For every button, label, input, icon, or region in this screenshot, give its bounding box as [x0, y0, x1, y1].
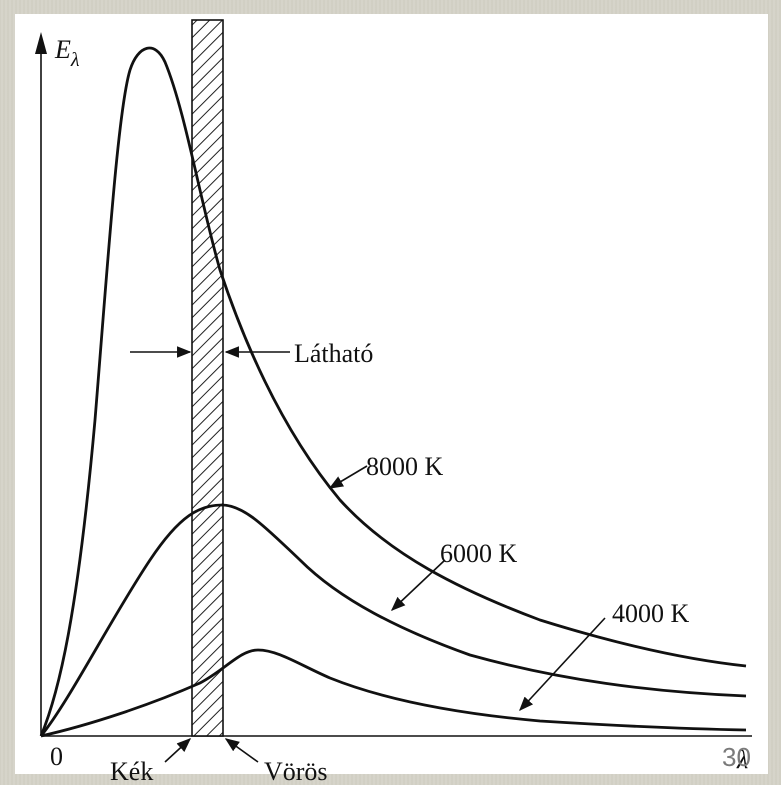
series-curve-4000K	[40, 648, 747, 738]
series-label-6000K: 6000 K	[440, 539, 518, 568]
visible-band-label: Látható	[294, 339, 373, 368]
y-axis-label-main: E	[54, 35, 71, 64]
series-label-4000K: 4000 K	[612, 599, 690, 628]
series-curve-6000K	[39, 503, 747, 737]
visible-band	[191, 19, 224, 737]
red-edge-label: Vörös	[264, 757, 328, 785]
pointer-6000K	[390, 559, 446, 611]
blue-edge-arrow	[164, 738, 192, 763]
series-curve-8000K	[39, 46, 747, 737]
pointer-4000K	[519, 617, 606, 712]
y-axis-label: Eλ	[54, 35, 80, 71]
y-axis-arrow-icon	[35, 32, 47, 54]
origin-label: 0	[50, 742, 63, 771]
series-label-8000K: 8000 K	[366, 452, 444, 481]
pointer-8000K	[328, 465, 368, 489]
red-edge-arrow	[224, 738, 259, 763]
x-axis-label: λ	[736, 745, 748, 774]
blue-edge-label: Kék	[110, 757, 153, 785]
y-axis-label-sub: λ	[70, 49, 80, 71]
page-number: 30	[722, 742, 751, 772]
